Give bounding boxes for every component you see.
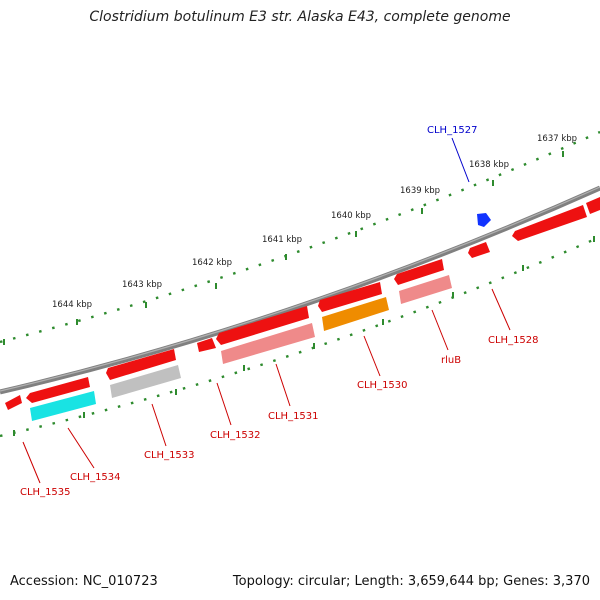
gene-arrow[interactable] (394, 259, 444, 285)
gene-label-rluB[interactable]: rluB (441, 355, 461, 366)
scale-label-1643: 1643 kbp (122, 280, 162, 290)
scale-label-1641: 1641 kbp (262, 235, 302, 245)
gene-label-CLH_1531[interactable]: CLH_1531 (268, 411, 319, 422)
gene-CLH_1530-arrow[interactable] (322, 297, 389, 331)
gene-arrow[interactable] (512, 205, 587, 241)
scale-major-ticks (3, 151, 595, 436)
gene-track-primary (5, 197, 600, 410)
leader-line (363, 335, 381, 377)
gene-arrow[interactable] (586, 197, 600, 214)
gene-arrow[interactable] (26, 377, 90, 403)
gene-CLH_1533-arrow[interactable] (110, 365, 181, 398)
gene-CLH_1531-arrow[interactable] (221, 323, 315, 364)
scale-label-1644: 1644 kbp (52, 300, 92, 310)
scale-label-1640: 1640 kbp (331, 211, 371, 221)
scale-ring-inner (0, 235, 600, 438)
leader-line (67, 427, 95, 469)
gene-label-CLH_1535[interactable]: CLH_1535 (20, 487, 71, 498)
gene-track-secondary (30, 213, 491, 421)
gene-CLH_1527-arrow[interactable] (477, 213, 491, 227)
gene-label-CLH_1532[interactable]: CLH_1532 (210, 430, 261, 441)
accession-label: Accession: NC_010723 (10, 574, 158, 589)
genome-backbone-highlight (0, 186, 600, 392)
gene-arrow[interactable] (197, 338, 216, 352)
leader-line (431, 309, 449, 351)
genome-title: Clostridium botulinum E3 str. Alaska E43… (89, 9, 511, 25)
leader-line-forward (451, 137, 470, 183)
genome-backbone (0, 185, 600, 395)
gene-label-CLH_1527[interactable]: CLH_1527 (427, 125, 478, 136)
gene-arrow[interactable] (5, 395, 22, 410)
scale-label-1642: 1642 kbp (192, 258, 232, 268)
gene-label-CLH_1533[interactable]: CLH_1533 (144, 450, 195, 461)
gene-arrow[interactable] (318, 282, 382, 312)
gene-arrow[interactable] (468, 242, 490, 258)
leader-line (216, 382, 232, 426)
gene-arrow[interactable] (106, 349, 176, 380)
gene-label-CLH_1528[interactable]: CLH_1528 (488, 335, 539, 346)
leader-line (491, 288, 511, 331)
genome-summary: Topology: circular; Length: 3,659,644 bp… (232, 574, 590, 589)
scale-label-1639: 1639 kbp (400, 186, 440, 196)
gene-rluB-arrow[interactable] (399, 275, 452, 304)
leader-line (22, 441, 41, 484)
gene-CLH_1534-arrow[interactable] (30, 391, 96, 421)
gene-label-CLH_1530[interactable]: CLH_1530 (357, 380, 408, 391)
gene-label-CLH_1534[interactable]: CLH_1534 (70, 472, 121, 483)
leader-line (275, 363, 291, 407)
gene-arrow[interactable] (216, 306, 309, 345)
scale-label-1637: 1637 kbp (537, 134, 577, 144)
scale-label-1638: 1638 kbp (469, 160, 509, 170)
leader-line (151, 403, 167, 447)
